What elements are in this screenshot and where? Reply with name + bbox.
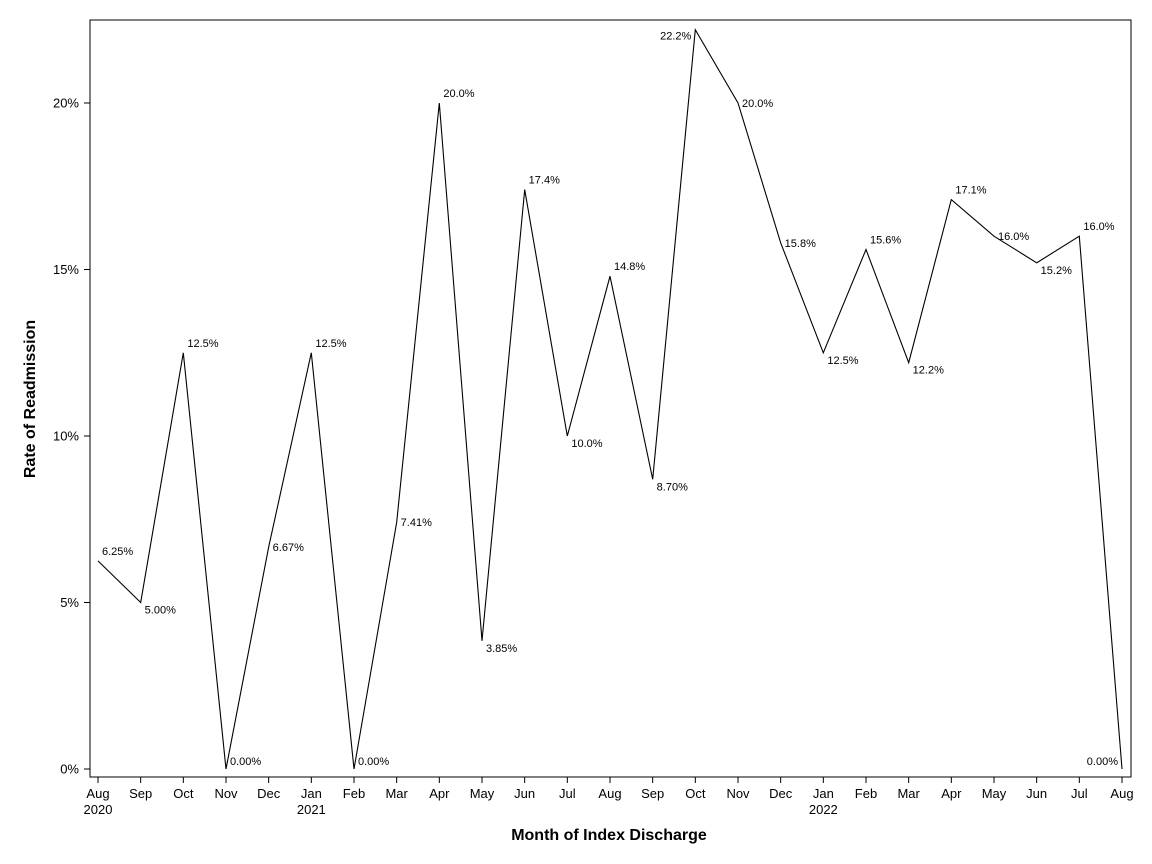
y-tick-label: 20% xyxy=(53,96,79,111)
data-label: 20.0% xyxy=(742,98,773,110)
y-tick-label: 5% xyxy=(60,595,79,610)
data-label: 16.0% xyxy=(998,231,1029,243)
x-tick-label: Mar xyxy=(897,786,920,801)
x-tick-label: Jan xyxy=(301,786,322,801)
data-label: 6.25% xyxy=(102,546,133,558)
x-tick-label: Apr xyxy=(429,786,450,801)
data-labels: 6.25% 5.00% 12.5% 0.00% 6.67% 12.5% 0.00% 7.41%… xyxy=(102,31,1118,768)
data-label: 0.00% xyxy=(230,756,261,768)
data-label: 15.6% xyxy=(870,235,901,247)
x-tick-label: Aug xyxy=(1110,786,1133,801)
data-label: 14.8% xyxy=(614,261,645,273)
x-tick-label: Aug xyxy=(598,786,621,801)
x-tick-label: Jun xyxy=(1026,786,1047,801)
y-axis: 0% 5% 10% 15% 20% xyxy=(53,96,90,777)
x-tick-label: Aug xyxy=(86,786,109,801)
data-label: 12.5% xyxy=(187,338,218,350)
data-label: 17.4% xyxy=(529,175,560,187)
x-tick-label: Dec xyxy=(257,786,281,801)
data-label: 17.1% xyxy=(955,185,986,197)
x-axis-title: Month of Index Discharge xyxy=(511,827,707,844)
x-tick-label: Jul xyxy=(559,786,576,801)
data-label: 0.00% xyxy=(1087,756,1118,768)
x-tick-label: May xyxy=(982,786,1007,801)
data-label: 15.2% xyxy=(1041,265,1072,277)
data-label: 15.8% xyxy=(785,238,816,250)
y-axis-title: Rate of Readmission xyxy=(22,320,39,478)
x-tick-label: Jan xyxy=(813,786,834,801)
data-label: 7.41% xyxy=(401,517,432,529)
data-label: 0.00% xyxy=(358,756,389,768)
x-tick-year-label: 2020 xyxy=(84,802,113,817)
x-tick-label: Nov xyxy=(726,786,750,801)
y-tick-label: 15% xyxy=(53,262,79,277)
data-label: 12.2% xyxy=(913,365,944,377)
x-tick-label: Mar xyxy=(385,786,408,801)
data-label: 22.2% xyxy=(660,31,691,43)
data-label: 16.0% xyxy=(1083,221,1114,233)
x-tick-label: Jun xyxy=(514,786,535,801)
x-tick-label: Nov xyxy=(214,786,238,801)
y-tick-label: 0% xyxy=(60,762,79,777)
x-tick-label: Oct xyxy=(685,786,706,801)
x-tick-label: Feb xyxy=(855,786,877,801)
x-tick-label: Oct xyxy=(173,786,194,801)
series-line xyxy=(97,27,1123,770)
x-tick-year-label: 2022 xyxy=(809,802,838,817)
x-tick-label: May xyxy=(470,786,495,801)
x-tick-label: Sep xyxy=(129,786,152,801)
data-label: 8.70% xyxy=(657,481,688,493)
data-label: 12.5% xyxy=(315,338,346,350)
x-tick-year-label: 2021 xyxy=(297,802,326,817)
data-label: 5.00% xyxy=(145,605,176,617)
x-tick-label: Sep xyxy=(641,786,664,801)
data-label: 6.67% xyxy=(273,542,304,554)
data-label: 20.0% xyxy=(443,88,474,100)
x-tick-label: Jul xyxy=(1071,786,1088,801)
x-tick-label: Apr xyxy=(941,786,962,801)
data-label: 12.5% xyxy=(827,355,858,367)
y-tick-label: 10% xyxy=(53,429,79,444)
x-tick-label: Dec xyxy=(769,786,793,801)
x-tick-label: Feb xyxy=(343,786,365,801)
data-label: 10.0% xyxy=(571,438,602,450)
data-label: 3.85% xyxy=(486,643,517,655)
